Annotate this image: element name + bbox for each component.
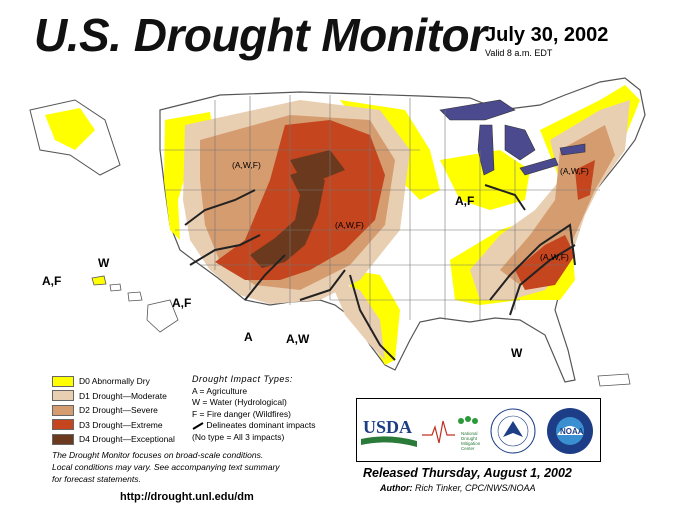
- impact-delineates: Delineates dominant impacts: [206, 420, 316, 431]
- label-southwest-aw: A,W: [286, 332, 310, 346]
- lake-superior: [439, 99, 516, 121]
- noaa-text: NOAA: [560, 427, 584, 436]
- author-line: Author: Rich Tinker, CPC/NWS/NOAA: [380, 483, 535, 493]
- lake-ontario: [559, 143, 586, 156]
- label-mid-atlantic-awf: (A,W,F): [560, 166, 589, 176]
- label-ohio-af: A,F: [455, 194, 475, 208]
- label-plains-awf: (A,W,F): [335, 220, 364, 230]
- lake-huron: [504, 124, 536, 161]
- agency-logos: USDA National Drought Mitigation Center …: [356, 398, 601, 462]
- label-carolinas-awf: (A,W,F): [540, 252, 569, 262]
- doc-seal-logo: [490, 408, 536, 454]
- impact-types: Drought Impact Types: A = Agriculture W …: [192, 374, 316, 444]
- note-line-2: Local conditions may vary. See accompany…: [52, 462, 280, 472]
- label-hawaii-w: W: [98, 256, 110, 270]
- legend-label-d2: D2 Drought—Severe: [79, 405, 158, 416]
- legend-item-d1: D1 Drought—Moderate: [52, 389, 175, 404]
- swatch-d4: [52, 433, 74, 445]
- impact-boundaries: [184, 184, 576, 361]
- label-rockies-awf: (A,W,F): [232, 160, 261, 170]
- legend-label-d3: D3 Drought—Extreme: [79, 419, 163, 430]
- label-west-af: A,F: [172, 296, 192, 310]
- legend-item-d0: D0 Abnormally Dry: [52, 374, 175, 389]
- d4-colorado: [290, 150, 345, 180]
- noaa-logo: NOAA: [547, 408, 593, 454]
- hawaii: [91, 275, 179, 333]
- lake-michigan: [477, 124, 495, 176]
- swatch-d0: [52, 375, 74, 387]
- disclaimer-note: The Drought Monitor focuses on broad-sca…: [52, 449, 352, 485]
- legend-label-d0: D0 Abnormally Dry: [79, 376, 150, 387]
- lake-erie: [519, 157, 559, 176]
- usda-swoosh: [361, 436, 417, 447]
- release-date: Released Thursday, August 1, 2002: [363, 466, 572, 480]
- d4-four-corners: [250, 170, 325, 268]
- label-southwest-a: A: [244, 330, 253, 344]
- ndmc-pulse-icon: [422, 420, 455, 444]
- ndmc-text-1: National: [461, 431, 478, 436]
- source-url[interactable]: http://drought.unl.edu/dm: [120, 491, 254, 503]
- eagle-icon: [503, 421, 523, 437]
- impact-a: A = Agriculture: [192, 385, 248, 396]
- ndmc-text-2: Drought: [461, 436, 478, 441]
- legend-label-d1: D1 Drought—Moderate: [79, 390, 167, 401]
- puerto-rico: [597, 373, 631, 387]
- legend-item-d2: D2 Drought—Severe: [52, 403, 175, 418]
- swatch-d1: [52, 390, 74, 402]
- valid-time: Valid 8 a.m. EDT: [485, 48, 553, 58]
- ndmc-text-4: Center: [461, 446, 475, 451]
- label-hawaii-af: A,F: [42, 274, 62, 288]
- noaa-bird-icon: [557, 426, 583, 435]
- impact-w: W = Water (Hydrological): [192, 397, 287, 408]
- legend-item-d3: D3 Drought—Extreme: [52, 418, 175, 433]
- impact-f: F = Fire danger (Wildfires): [192, 408, 291, 419]
- alaska-d0: [45, 108, 95, 150]
- note-line-1: The Drought Monitor focuses on broad-sca…: [52, 450, 264, 460]
- author-name: Rich Tinker, CPC/NWS/NOAA: [415, 483, 536, 493]
- logos-graphic: USDA National Drought Mitigation Center …: [361, 408, 593, 454]
- impact-line-icon: [192, 422, 204, 430]
- label-southeast-w: W: [511, 346, 523, 360]
- author-label: Author:: [380, 483, 413, 493]
- legend-label-d4: D4 Drought—Exceptional: [79, 434, 175, 445]
- usda-logo: USDA: [361, 417, 417, 447]
- drought-legend: D0 Abnormally Dry D1 Drought—Moderate D2…: [52, 374, 175, 447]
- ndmc-text-3: Mitigation: [461, 441, 481, 446]
- ndmc-logo: National Drought Mitigation Center: [422, 416, 481, 451]
- swatch-d2: [52, 404, 74, 416]
- ndmc-tree-icon: [458, 418, 464, 424]
- legend-item-d4: D4 Drought—Exceptional: [52, 432, 175, 447]
- map-title: U.S. Drought Monitor: [34, 9, 487, 61]
- impact-header: Drought Impact Types:: [192, 374, 293, 384]
- map-date: July 30, 2002: [485, 24, 609, 46]
- note-line-3: for forecast statements.: [52, 474, 141, 484]
- swatch-d3: [52, 419, 74, 431]
- impact-delineates-row: Delineates dominant impacts: [192, 420, 316, 432]
- d0-midwest: [440, 150, 530, 210]
- impact-none: (No type = All 3 impacts): [192, 431, 285, 442]
- usda-text: USDA: [363, 417, 412, 437]
